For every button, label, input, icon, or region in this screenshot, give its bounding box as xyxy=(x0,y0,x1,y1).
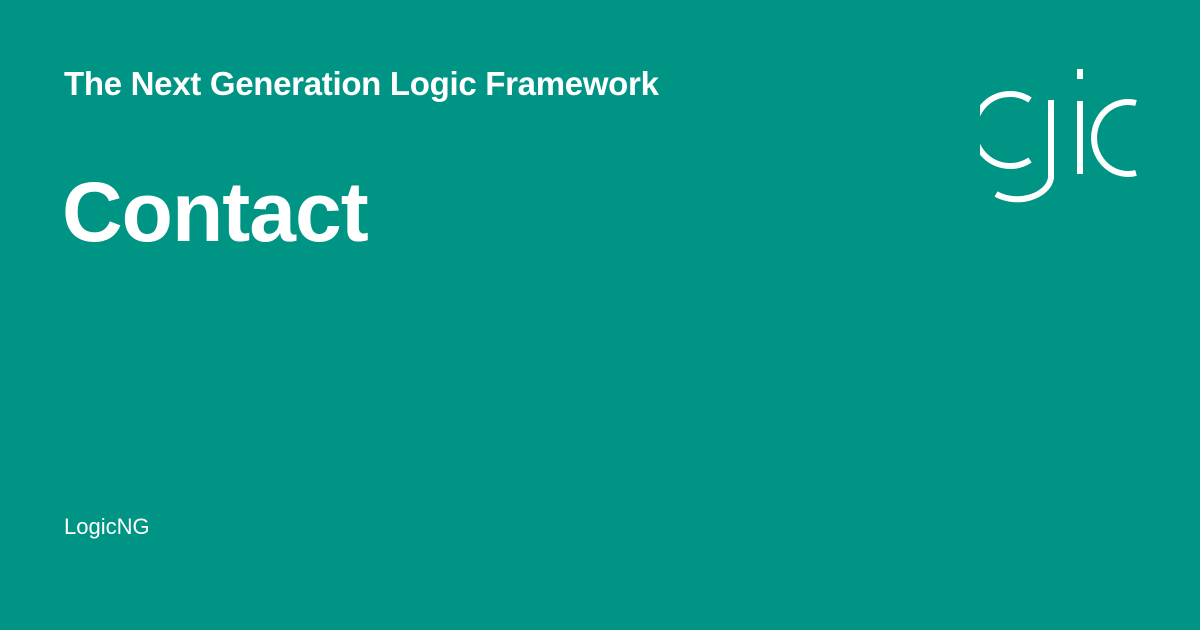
page-title: Contact xyxy=(62,165,369,259)
site-name: LogicNG xyxy=(64,514,150,539)
logicng-logo-icon xyxy=(980,69,1137,203)
site-tagline: The Next Generation Logic Framework xyxy=(64,65,659,102)
